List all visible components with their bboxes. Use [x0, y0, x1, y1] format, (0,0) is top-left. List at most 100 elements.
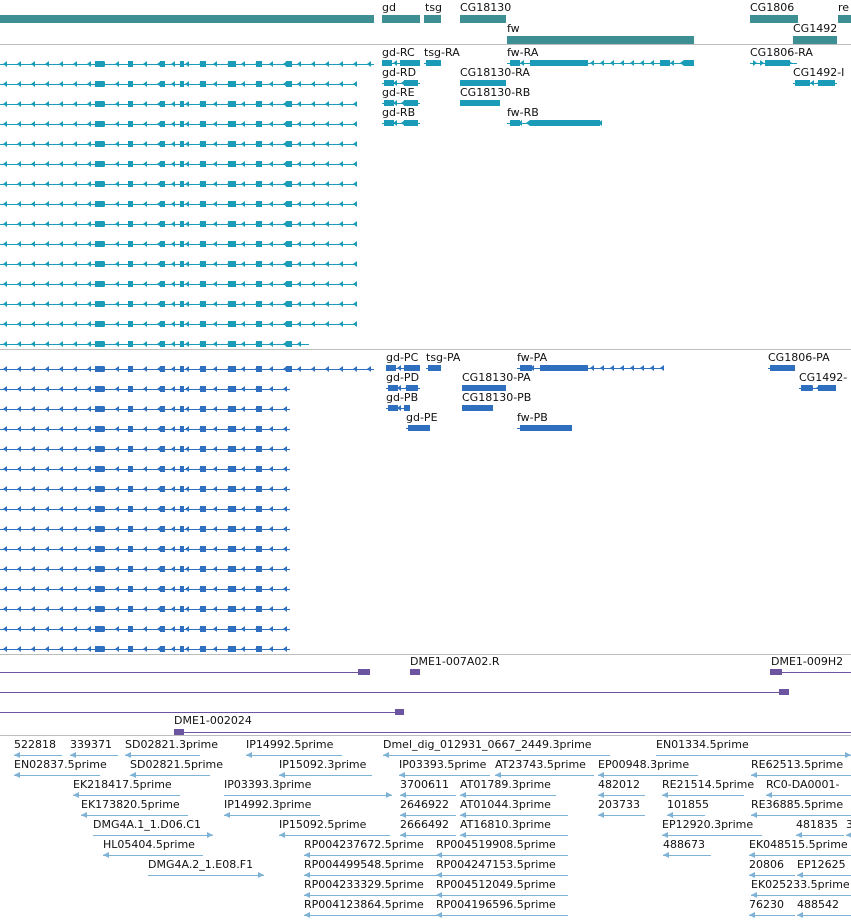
- est-feature[interactable]: [436, 912, 568, 918]
- est-feature[interactable]: [279, 832, 390, 838]
- est-feature[interactable]: [495, 772, 594, 778]
- gene-bar[interactable]: [460, 15, 506, 23]
- transcript-feature[interactable]: [768, 364, 795, 372]
- transcript-feature[interactable]: [0, 180, 357, 188]
- gene-bar[interactable]: [424, 15, 441, 23]
- transcript-feature[interactable]: [793, 79, 837, 87]
- est-feature[interactable]: [400, 832, 456, 838]
- transcript-feature[interactable]: [382, 99, 420, 107]
- est-feature[interactable]: [436, 892, 568, 898]
- est-feature[interactable]: [460, 832, 568, 838]
- transcript-feature[interactable]: [0, 688, 789, 696]
- est-feature[interactable]: [148, 872, 264, 878]
- transcript-feature[interactable]: [517, 364, 664, 372]
- transcript-feature[interactable]: [0, 80, 357, 88]
- est-feature[interactable]: [436, 852, 568, 858]
- gene-bar[interactable]: [838, 15, 851, 23]
- transcript-feature[interactable]: [0, 485, 290, 493]
- transcript-feature[interactable]: [0, 240, 357, 248]
- transcript-feature[interactable]: [517, 424, 572, 432]
- est-feature[interactable]: [125, 752, 200, 758]
- gene-bar[interactable]: [382, 15, 420, 23]
- transcript-feature[interactable]: [382, 79, 420, 87]
- est-feature[interactable]: [304, 912, 436, 918]
- transcript-feature[interactable]: [0, 60, 374, 68]
- gene-bar[interactable]: [750, 15, 798, 23]
- est-feature[interactable]: [400, 812, 456, 818]
- transcript-feature[interactable]: [0, 160, 357, 168]
- transcript-feature[interactable]: [0, 280, 357, 288]
- est-feature[interactable]: [751, 812, 851, 818]
- transcript-feature[interactable]: [174, 728, 851, 735]
- transcript-feature[interactable]: [460, 79, 506, 87]
- est-feature[interactable]: [383, 752, 610, 758]
- transcript-feature[interactable]: [0, 365, 374, 373]
- transcript-feature[interactable]: [0, 340, 309, 348]
- est-feature[interactable]: [224, 812, 320, 818]
- est-feature[interactable]: [70, 752, 118, 758]
- transcript-feature[interactable]: [0, 100, 357, 108]
- est-feature[interactable]: [751, 892, 851, 898]
- transcript-feature[interactable]: [0, 585, 290, 593]
- est-feature[interactable]: [662, 792, 744, 798]
- transcript-feature[interactable]: [462, 384, 506, 392]
- transcript-feature[interactable]: [460, 99, 500, 107]
- est-feature[interactable]: [749, 912, 795, 918]
- est-feature[interactable]: [460, 792, 556, 798]
- transcript-feature[interactable]: [426, 364, 441, 372]
- transcript-feature[interactable]: [770, 668, 851, 676]
- transcript-feature[interactable]: [406, 424, 430, 432]
- est-feature[interactable]: [304, 892, 436, 898]
- transcript-feature[interactable]: [386, 384, 420, 392]
- est-feature[interactable]: [846, 832, 851, 838]
- transcript-feature[interactable]: [0, 668, 370, 676]
- transcript-feature[interactable]: [0, 565, 290, 573]
- transcript-feature[interactable]: [0, 320, 357, 328]
- transcript-feature[interactable]: [410, 668, 420, 676]
- est-feature[interactable]: [224, 792, 392, 798]
- est-feature[interactable]: [797, 872, 851, 878]
- transcript-feature[interactable]: [0, 708, 404, 716]
- gene-bar[interactable]: [507, 36, 694, 44]
- transcript-feature[interactable]: [0, 625, 290, 633]
- transcript-feature[interactable]: [382, 59, 420, 67]
- transcript-feature[interactable]: [507, 59, 694, 67]
- est-feature[interactable]: [130, 772, 210, 778]
- transcript-feature[interactable]: [0, 220, 357, 228]
- transcript-feature[interactable]: [0, 405, 290, 413]
- est-feature[interactable]: [81, 812, 188, 818]
- transcript-feature[interactable]: [0, 385, 290, 393]
- est-feature[interactable]: [304, 852, 436, 858]
- gene-bar[interactable]: [0, 15, 374, 23]
- est-feature[interactable]: [796, 832, 844, 838]
- est-feature[interactable]: [246, 752, 342, 758]
- est-feature[interactable]: [73, 792, 180, 798]
- est-feature[interactable]: [749, 852, 851, 858]
- transcript-feature[interactable]: [386, 364, 420, 372]
- transcript-feature[interactable]: [799, 384, 836, 392]
- transcript-feature[interactable]: [424, 59, 441, 67]
- transcript-feature[interactable]: [507, 119, 602, 127]
- est-feature[interactable]: [400, 792, 456, 798]
- transcript-feature[interactable]: [0, 545, 290, 553]
- transcript-feature[interactable]: [0, 505, 290, 513]
- est-feature[interactable]: [663, 852, 711, 858]
- transcript-feature[interactable]: [0, 260, 357, 268]
- transcript-feature[interactable]: [0, 300, 357, 308]
- est-feature[interactable]: [93, 832, 213, 838]
- est-feature[interactable]: [14, 772, 100, 778]
- est-feature[interactable]: [103, 852, 203, 858]
- transcript-feature[interactable]: [0, 445, 290, 453]
- transcript-feature[interactable]: [750, 59, 797, 67]
- est-feature[interactable]: [279, 772, 372, 778]
- est-feature[interactable]: [304, 872, 436, 878]
- transcript-feature[interactable]: [0, 465, 290, 473]
- est-feature[interactable]: [460, 812, 568, 818]
- est-feature[interactable]: [751, 772, 851, 778]
- gene-bar[interactable]: [793, 36, 837, 44]
- transcript-feature[interactable]: [0, 200, 357, 208]
- est-feature[interactable]: [436, 872, 568, 878]
- transcript-feature[interactable]: [382, 119, 420, 127]
- est-feature[interactable]: [598, 772, 698, 778]
- est-feature[interactable]: [797, 912, 851, 918]
